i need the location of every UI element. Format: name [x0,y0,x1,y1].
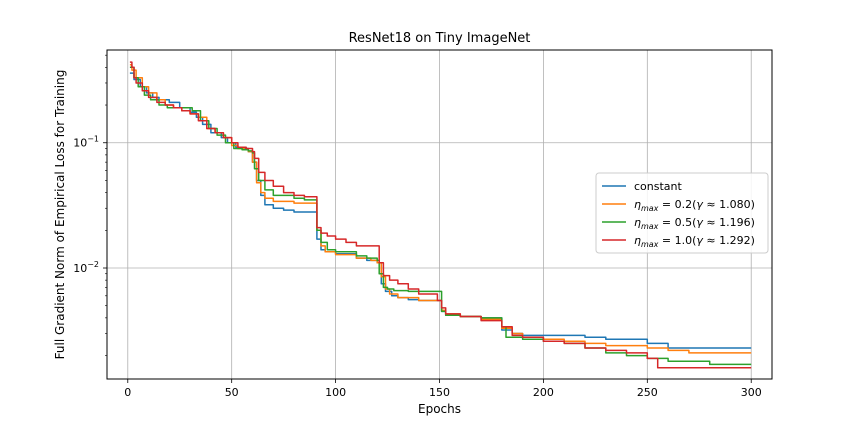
y-tick-label: 10−2 [73,260,99,275]
legend-label-1: constant [634,180,683,193]
x-tick-label: 0 [124,386,131,399]
x-tick-label: 100 [325,386,346,399]
series-group [129,61,752,369]
x-tick-label: 200 [533,386,554,399]
x-tick-label: 300 [741,386,762,399]
chart-title: ResNet18 on Tiny ImageNet [349,31,531,46]
legend-label-3: ηmax = 0.5(γ ≈ 1.196) [634,216,755,231]
legend-label-2: ηmax = 0.2(γ ≈ 1.080) [634,198,755,213]
x-tick-label: 50 [225,386,239,399]
legend: constant ηmax = 0.2(γ ≈ 1.080) ηmax = 0.5(… [595,172,769,254]
legend-label-4: ηmax = 1.0(γ ≈ 1.292) [634,234,755,249]
y-tick-label: 10−1 [73,135,99,150]
legend-box [595,172,769,254]
x-axis-ticks: 0 50 100 150 200 250 300 [124,379,762,399]
series-line-4 [129,61,752,369]
x-tick-label: 250 [637,386,658,399]
y-axis-ticks: 10−1 10−2 [73,54,107,356]
x-axis-label: Epochs [418,402,461,416]
y-axis-label: Full Gradient Norm of Empirical Loss for… [53,70,67,360]
x-tick-label: 150 [429,386,450,399]
